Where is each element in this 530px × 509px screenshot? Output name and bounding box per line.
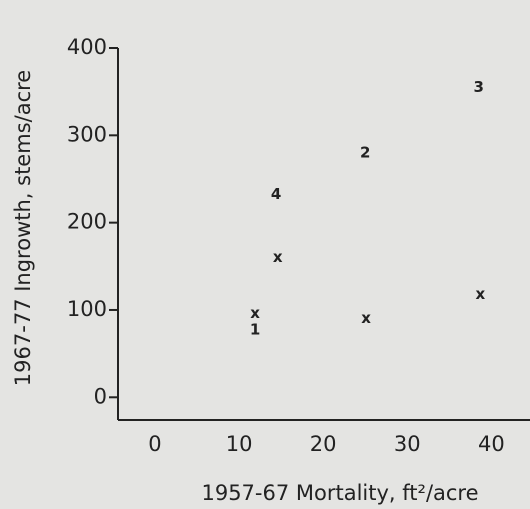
x-tick-label: 20: [310, 432, 337, 456]
point: 3: [473, 78, 483, 96]
y-axis-label: 1967-77 Ingrowth, stems/acre: [11, 70, 35, 386]
point: 1: [250, 321, 260, 339]
point: x: [250, 304, 260, 322]
point: 4: [271, 185, 281, 203]
x-tick-label: 40: [478, 432, 505, 456]
y-tick-label: 400: [67, 35, 107, 59]
x-axis-label: 1957-67 Mortality, ft²/acre: [201, 481, 478, 505]
y-tick-label: 100: [67, 297, 107, 321]
point: x: [476, 285, 486, 303]
y-tick-label: 300: [67, 122, 107, 146]
point: x: [361, 309, 371, 327]
y-tick-label: 0: [94, 384, 107, 408]
x-tick-label: 0: [148, 432, 161, 456]
point: 2: [360, 143, 370, 161]
x-tick-label: 30: [394, 432, 421, 456]
point: x: [273, 248, 283, 266]
y-tick-label: 200: [67, 210, 107, 234]
x-tick-label: 10: [226, 432, 253, 456]
